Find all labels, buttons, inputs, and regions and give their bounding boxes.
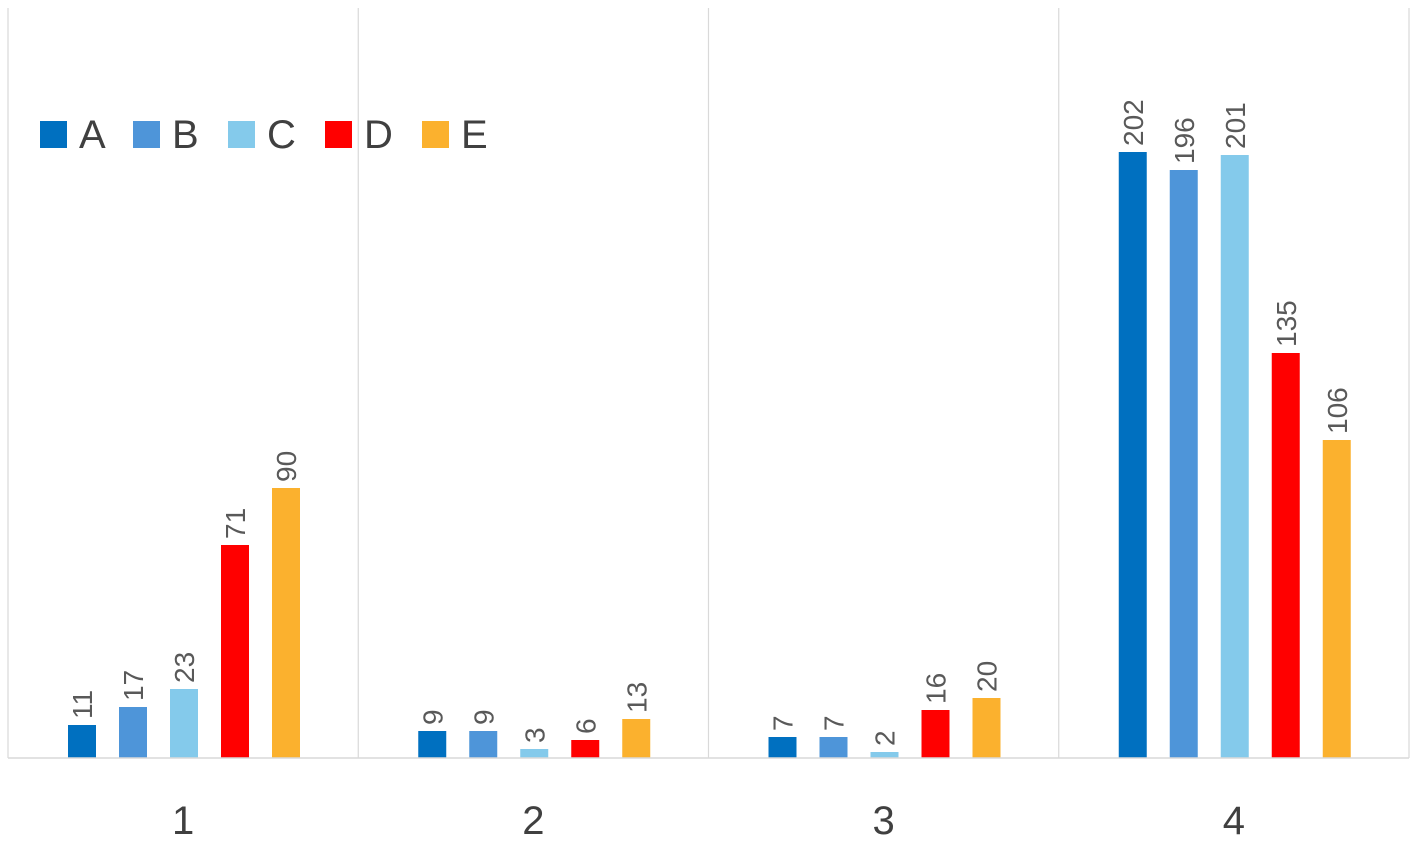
data-label-c-cat-3: 2 <box>870 730 901 746</box>
legend-label-d: D <box>364 113 393 157</box>
bar-e-cat-1 <box>272 488 300 758</box>
bar-d-cat-2 <box>571 740 600 758</box>
x-tick-label-3: 3 <box>873 799 895 843</box>
legend-swatch-e <box>422 121 449 148</box>
bar-e-cat-4 <box>1322 440 1351 758</box>
data-label-b-cat-4: 196 <box>1169 117 1200 164</box>
legend-swatch-b <box>133 121 160 148</box>
bar-b-cat-2 <box>469 731 498 758</box>
bar-a-cat-4 <box>1118 152 1147 758</box>
bar-c-cat-3 <box>870 752 899 758</box>
legend: A B C D E <box>40 113 488 157</box>
legend-label-e: E <box>461 113 488 157</box>
bar-a-cat-1 <box>68 725 96 758</box>
legend-swatch-c <box>228 121 255 148</box>
x-tick-label-1: 1 <box>172 799 194 843</box>
data-label-a-cat-1: 11 <box>67 690 98 719</box>
x-tick-label-2: 2 <box>522 799 544 843</box>
data-label-b-cat-2: 9 <box>468 709 499 725</box>
bar-c-cat-1 <box>170 689 198 758</box>
data-label-e-cat-2: 13 <box>621 682 652 713</box>
data-label-d-cat-2: 6 <box>570 718 601 734</box>
bar-a-cat-2 <box>418 731 447 758</box>
data-label-b-cat-1: 17 <box>118 670 149 701</box>
bar-e-cat-2 <box>622 719 651 758</box>
bar-c-cat-2 <box>520 749 549 758</box>
legend-label-c: C <box>267 113 296 157</box>
legend-swatch-a <box>40 121 67 148</box>
legend-label-b: B <box>172 113 199 157</box>
bar-b-cat-4 <box>1169 170 1198 758</box>
bar-d-cat-1 <box>221 545 249 758</box>
data-label-b-cat-3: 7 <box>819 715 850 731</box>
bars-layer <box>68 152 1351 758</box>
bar-b-cat-3 <box>819 737 848 758</box>
data-label-d-cat-3: 16 <box>921 673 952 704</box>
data-label-a-cat-2: 9 <box>417 709 448 725</box>
bar-a-cat-3 <box>768 737 797 758</box>
data-label-c-cat-1: 23 <box>169 652 200 683</box>
data-label-a-cat-4: 202 <box>1118 99 1149 146</box>
bar-c-cat-4 <box>1220 155 1249 758</box>
bar-e-cat-3 <box>972 698 1001 758</box>
data-label-c-cat-2: 3 <box>519 727 550 743</box>
data-label-d-cat-1: 71 <box>220 508 251 539</box>
data-labels-layer: 11 17 23 71 90 9 9 3 6 13 7 7 2 16 20 202 196 201 135 106 <box>67 99 1353 746</box>
data-label-e-cat-1: 90 <box>271 451 302 482</box>
bar-d-cat-3 <box>921 710 950 758</box>
legend-swatch-d <box>325 121 352 148</box>
bar-d-cat-4 <box>1271 353 1300 758</box>
data-label-e-cat-4: 106 <box>1322 387 1353 434</box>
data-label-c-cat-4: 201 <box>1220 102 1251 149</box>
category-separators <box>7 8 1410 758</box>
data-label-a-cat-3: 7 <box>768 715 799 731</box>
legend-label-a: A <box>79 113 106 157</box>
data-label-e-cat-3: 20 <box>972 661 1003 692</box>
x-tick-label-4: 4 <box>1223 799 1245 843</box>
x-tick-labels: 1 2 3 4 <box>172 799 1245 843</box>
bar-b-cat-1 <box>119 707 147 758</box>
data-label-d-cat-4: 135 <box>1271 300 1302 347</box>
